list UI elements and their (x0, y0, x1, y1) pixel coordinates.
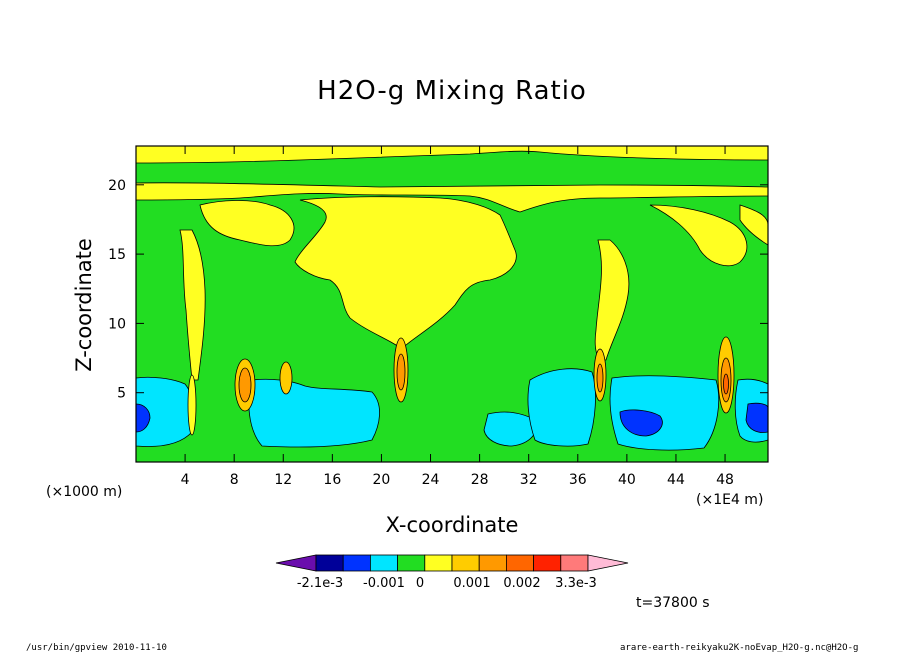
right-wave (649, 204, 748, 267)
x-tick-label: 16 (323, 472, 341, 488)
y-tick-label: 10 (108, 316, 126, 332)
left-wave (199, 200, 295, 247)
blue-pocket-right (619, 409, 663, 437)
colorbar: -2.1e-3 -0.001 0 0.001 0.002 3.3e-3 (275, 554, 629, 591)
colorbar-arrow-high (587, 554, 629, 572)
footer-left: /usr/bin/gpview 2010-11-10 (26, 643, 167, 653)
x-tick-label: 24 (422, 472, 440, 488)
colorbar-label: 3.3e-3 (555, 576, 597, 591)
time-label: t=37800 s (636, 595, 710, 611)
y-tick-label: 5 (117, 386, 126, 402)
colorbar-swatch (533, 554, 562, 572)
colorbar-swatch (451, 554, 480, 572)
blue-pocket-left (136, 403, 151, 433)
footer-right: arare-earth-reikyaku2K-noEvap_H2O-g.nc@H… (620, 643, 859, 653)
central-anvil (294, 196, 517, 351)
x-tick-label: 36 (569, 472, 587, 488)
upper-yellow-band-2 (136, 182, 768, 213)
chart-title: H2O-g Mixing Ratio (317, 76, 587, 106)
x-tick-label: 28 (471, 472, 489, 488)
upper-yellow-band (136, 146, 768, 164)
colorbar-swatch (369, 554, 398, 572)
x-multiplier-label: (×1E4 m) (696, 492, 764, 508)
convective-cores (187, 336, 735, 436)
colorbar-label: -2.1e-3 (297, 576, 343, 591)
x-tick-label: 44 (667, 472, 685, 488)
colorbar-swatch (342, 554, 371, 572)
x-tick-label: 20 (373, 472, 391, 488)
x-tick-label: 8 (230, 472, 239, 488)
x-axis: 4 8 12 16 20 24 28 32 36 40 44 48 (181, 146, 734, 488)
x-tick-label: 12 (274, 472, 292, 488)
colorbar-swatch (424, 554, 453, 572)
far-right-wave (739, 204, 768, 246)
colorbar-swatch (560, 554, 589, 572)
contour-field (136, 146, 768, 462)
y-tick-label: 15 (108, 247, 126, 263)
blue-pocket-far (745, 402, 768, 433)
colorbar-swatch (397, 554, 426, 572)
y-axis-label: Z-coordinate (72, 238, 96, 372)
colorbar-label: 0.002 (503, 576, 540, 591)
x-tick-label: 4 (181, 472, 190, 488)
left-plume (179, 229, 206, 381)
colorbar-swatch (315, 554, 344, 572)
plot-frame (135, 145, 769, 463)
x-tick-label: 32 (520, 472, 538, 488)
low-cyan-mid1 (248, 378, 380, 448)
x-tick-label: 48 (716, 472, 734, 488)
x-axis-label: X-coordinate (385, 513, 519, 537)
colorbar-label: -0.001 (363, 576, 405, 591)
x-tick-label: 40 (618, 472, 636, 488)
colorbar-label: 0 (416, 576, 424, 591)
colorbar-swatch (478, 554, 507, 572)
y-tick-label: 20 (108, 178, 126, 194)
low-cyan-mid2 (483, 411, 538, 447)
x-unit-label: (×1000 m) (46, 484, 123, 500)
low-cyan-right1 (527, 368, 596, 447)
colorbar-swatch (505, 554, 534, 572)
y-axis: 5 10 15 20 (108, 178, 768, 402)
colorbar-arrow-low (275, 554, 317, 572)
colorbar-label: 0.001 (453, 576, 490, 591)
